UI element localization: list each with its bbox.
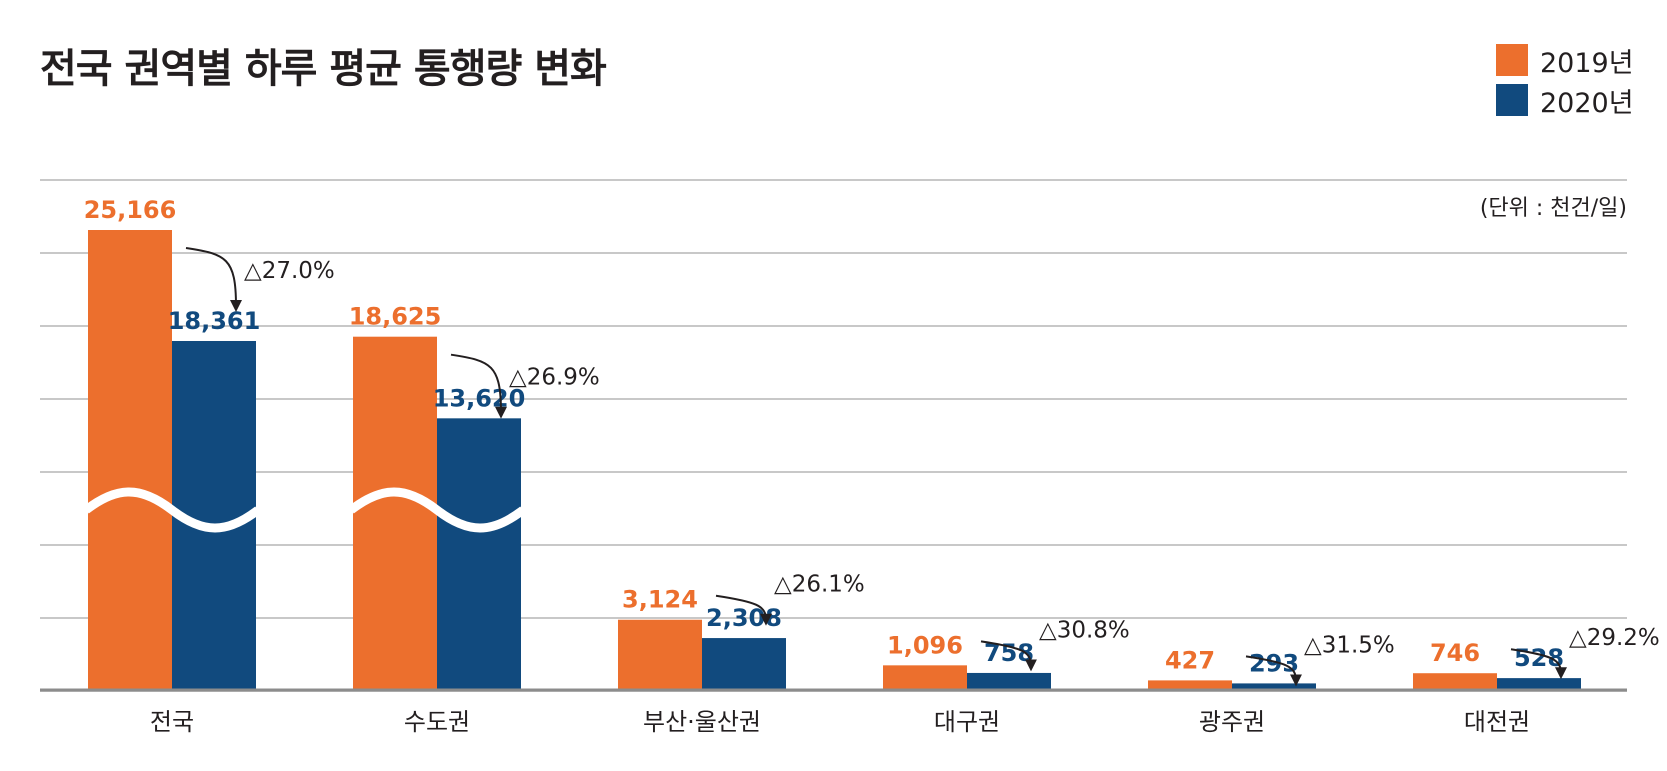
value-label-2020-0: 18,361	[168, 307, 261, 335]
change-arrow-4	[1245, 655, 1302, 687]
bar-2019-0	[88, 230, 172, 690]
value-label-2020-5: 528	[1514, 644, 1564, 672]
unit-label: (단위 : 천건/일)	[1479, 196, 1627, 221]
value-label-2019-3: 1,096	[887, 631, 963, 659]
bar-2020-1	[437, 418, 521, 690]
legend-item-2019: 2019년	[1496, 40, 1634, 80]
change-label-1: △26.9%	[509, 365, 600, 391]
chart-title: 전국 권역별 하루 평균 통행량 변화	[40, 46, 607, 92]
bar-2019-5	[1413, 673, 1497, 690]
change-arrow-0	[185, 247, 242, 312]
change-label-0: △27.0%	[244, 258, 335, 284]
value-label-2020-2: 2,308	[706, 604, 782, 632]
bar-2019-3	[883, 665, 967, 690]
bar-2019-2	[618, 619, 702, 690]
change-label-3: △30.8%	[1039, 617, 1130, 643]
value-label-2019-4: 427	[1165, 646, 1215, 674]
legend-item-2020: 2020년	[1496, 80, 1634, 120]
change-label-5: △29.2%	[1569, 625, 1660, 651]
change-arrow-1	[450, 353, 507, 419]
value-label-2019-0: 25,166	[84, 196, 177, 224]
axis-break-1	[348, 487, 526, 533]
bar-2020-2	[702, 638, 786, 690]
legend-swatch-2019	[1496, 44, 1528, 76]
bar-2020-5	[1497, 678, 1581, 690]
value-label-2020-4: 293	[1249, 649, 1299, 677]
change-arrow-5	[1510, 648, 1567, 680]
value-label-2019-5: 746	[1430, 639, 1480, 667]
chart-legend: 2019년 2020년	[1496, 40, 1634, 120]
category-label-4: 광주권	[1199, 708, 1265, 736]
change-label-2: △26.1%	[774, 572, 865, 598]
change-arrow-2	[715, 594, 772, 626]
category-label-2: 부산·울산권	[643, 708, 761, 736]
bar-2020-4	[1232, 683, 1316, 690]
category-label-0: 전국	[150, 708, 194, 736]
axis-break-0	[83, 487, 261, 533]
value-label-2019-1: 18,625	[349, 303, 442, 331]
change-arrow-3	[980, 640, 1037, 672]
change-label-4: △31.5%	[1304, 632, 1395, 658]
legend-label-2019: 2019년	[1540, 47, 1634, 79]
legend-swatch-2020	[1496, 84, 1528, 116]
bar-2019-1	[353, 336, 437, 690]
category-label-5: 대전권	[1464, 708, 1530, 736]
category-label-3: 대구권	[934, 708, 1000, 736]
category-label-1: 수도권	[404, 708, 470, 736]
bar-2019-4	[1148, 680, 1232, 690]
bar-2020-3	[967, 672, 1051, 690]
value-label-2020-1: 13,620	[433, 384, 526, 412]
legend-label-2020: 2020년	[1540, 87, 1634, 119]
value-label-2019-2: 3,124	[622, 586, 698, 614]
